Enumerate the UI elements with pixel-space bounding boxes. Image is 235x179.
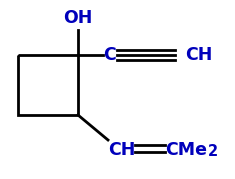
Text: CH: CH [108, 141, 135, 159]
Text: CH: CH [185, 46, 212, 64]
Text: CMe: CMe [165, 141, 207, 159]
Text: 2: 2 [208, 144, 218, 159]
Text: OH: OH [63, 9, 93, 27]
Text: C: C [103, 46, 116, 64]
